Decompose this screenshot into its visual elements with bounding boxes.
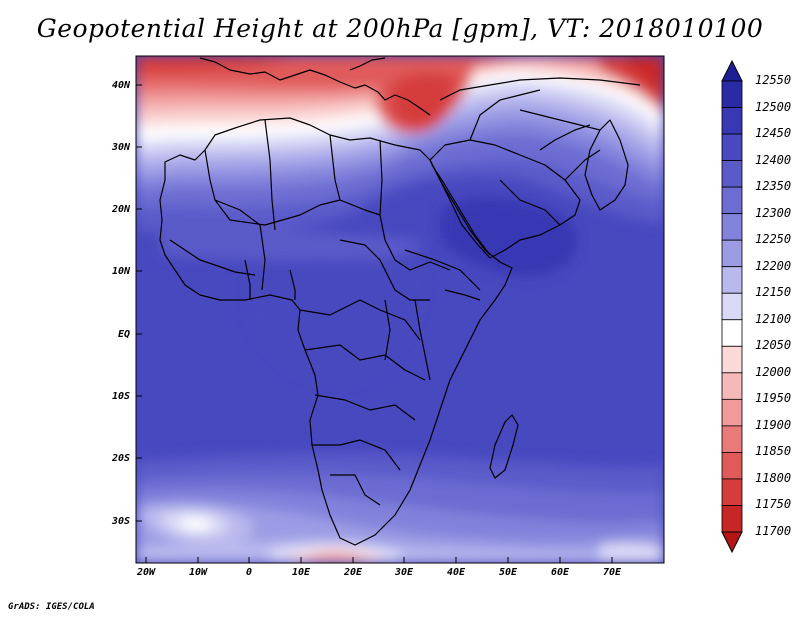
map-title: Geopotential Height at 200hPa [gpm], VT:… (36, 14, 764, 43)
colorbar-swatch (721, 452, 743, 480)
colorbar-swatch (721, 478, 743, 506)
lon-label: 0 (245, 567, 253, 578)
colorbar-label: 12400 (755, 152, 792, 167)
lat-label: 10S (111, 391, 130, 402)
colorbar-label: 12100 (755, 311, 792, 326)
colorbar-swatch (721, 425, 743, 453)
colorbar-label: 11750 (755, 497, 792, 512)
colorbar-swatch (721, 59, 743, 82)
colorbar-swatch (721, 398, 743, 427)
coastlines (159, 57, 641, 546)
colorbar-label: 11950 (755, 391, 792, 406)
colorbar-swatch (721, 292, 743, 321)
colorbar-label: 12300 (755, 205, 792, 220)
lon-label: 10W (188, 567, 208, 578)
credit-text: GrADS: IGES/COLA (8, 602, 95, 612)
lon-label: 20W (136, 567, 156, 578)
colorbar-swatch (721, 80, 743, 108)
lat-label: 10N (111, 266, 130, 277)
lon-label: 60E (550, 567, 570, 578)
colorbar-label: 12450 (755, 126, 792, 141)
colorbar-swatch (721, 345, 743, 374)
colorbar-swatch (721, 319, 743, 347)
colorbar-label: 12150 (755, 285, 792, 300)
lon-label: 40E (446, 567, 466, 578)
lat-label: 40N (111, 80, 130, 91)
colorbar-label: 12200 (755, 258, 792, 273)
colorbar-label: 12000 (755, 364, 792, 379)
lon-label: 50E (498, 567, 518, 578)
lon-label: 10E (291, 567, 311, 578)
colorbar (721, 59, 743, 554)
colorbar-label: 12550 (755, 73, 792, 87)
height-field (136, 56, 664, 563)
colorbar-swatch (721, 186, 743, 215)
colorbar-swatch (721, 160, 743, 188)
colorbar-swatch (721, 133, 743, 161)
colorbar-label: 12250 (755, 232, 792, 247)
colorbar-label: 11900 (755, 417, 792, 432)
colorbar-label: 11850 (755, 444, 792, 459)
colorbar-swatch (721, 107, 743, 135)
lat-label: 20N (111, 204, 130, 215)
lat-label: 30S (111, 516, 130, 527)
lon-label: 30E (394, 567, 414, 578)
colorbar-swatch (721, 266, 743, 294)
colorbar-swatch (721, 505, 743, 533)
map-frame (135, 55, 665, 564)
colorbar-label: 12050 (755, 338, 792, 353)
colorbar-label: 11800 (755, 470, 792, 485)
colorbar-label: 11700 (755, 524, 792, 538)
axis-ticks (136, 84, 613, 563)
colorbar-swatch (721, 239, 743, 268)
colorbar-label: 12500 (755, 99, 792, 114)
lat-label: 30N (111, 142, 130, 153)
colorbar-label: 12350 (755, 179, 792, 194)
lon-label: 20E (343, 567, 363, 578)
colorbar-swatch (721, 531, 743, 554)
colorbar-swatch (721, 213, 743, 241)
colorbar-swatch (721, 372, 743, 400)
lat-label: EQ (117, 329, 130, 340)
lat-label: 20S (111, 453, 130, 464)
lon-label: 70E (602, 567, 622, 578)
